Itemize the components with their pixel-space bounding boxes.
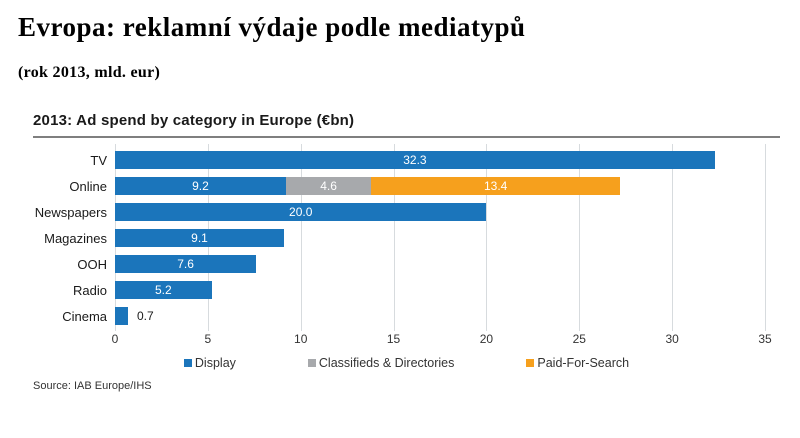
bar-segment-display: 9.2: [115, 177, 286, 195]
bar-row-tv: TV 32.3: [33, 147, 780, 173]
bar-row-radio: Radio 5.2: [33, 277, 780, 303]
page-title: Evropa: reklamní výdaje podle mediatypů: [18, 12, 526, 42]
x-tick-label: 25: [572, 332, 586, 346]
category-label: TV: [90, 152, 107, 168]
bar-segment-display: 7.6: [115, 255, 257, 273]
x-tick-label: 30: [665, 332, 679, 346]
bar-track: 5.2: [115, 281, 765, 299]
bar-segment-display: 9.1: [115, 229, 284, 247]
bar-track: 32.3: [115, 151, 765, 169]
bar-segment-display: 32.3: [115, 151, 715, 169]
legend-item-classifieds-directories: Classifieds & Directories: [307, 356, 455, 370]
bar-segment-classifieds-directories: 4.6: [285, 177, 372, 195]
x-tick-label: 15: [386, 332, 401, 346]
source-note: Source: IAB Europe/IHS: [33, 380, 152, 392]
legend-item-display: Display: [183, 356, 236, 370]
bar-segment-display: 5.2: [115, 281, 212, 299]
plot-rows: TV 32.3 Online 9.2 4.6 13.4 Newspapers 20.0 Maga…: [33, 147, 780, 329]
page-subtitle: (rok 2013, mld. eur): [18, 64, 161, 81]
bar-row-magazines: Magazines 9.1: [33, 225, 780, 251]
value-label: 4.6: [320, 179, 337, 193]
x-axis: 0 5 10 15 20 25 30 35: [111, 329, 772, 347]
legend: Display Classifieds & Directories Paid-For…: [33, 355, 780, 371]
bar-row-newspapers: Newspapers 20.0: [33, 199, 780, 225]
bar-row-online: Online 9.2 4.6 13.4: [33, 173, 780, 199]
legend-label: Paid-For-Search: [537, 356, 630, 370]
legend-label: Display: [194, 356, 236, 370]
plot-area: TV 32.3 Online 9.2 4.6 13.4 Newspapers 20.0 Maga…: [33, 144, 780, 347]
bar-segment-display: 20.0: [115, 203, 487, 221]
value-label: 5.2: [154, 283, 172, 297]
category-label: OOH: [77, 256, 107, 272]
x-tick-label: 0: [111, 332, 119, 346]
bar-track: 7.6: [115, 255, 765, 273]
category-label: Online: [69, 178, 107, 194]
value-label: 9.1: [191, 231, 208, 245]
x-tick-label: 35: [758, 332, 772, 346]
value-label: 20.0: [289, 205, 313, 219]
chart-title: 2013: Ad spend by category in Europe (€b…: [33, 112, 780, 138]
bar-segment-paid-for-search: 13.4: [371, 177, 621, 195]
x-tick-label: 20: [479, 332, 494, 346]
value-label: 0.7: [137, 309, 154, 323]
bar-track: 9.2 4.6 13.4: [115, 177, 765, 195]
x-tick-label: 10: [294, 332, 308, 346]
legend-swatch-icon: [526, 359, 535, 367]
value-label: 13.4: [484, 179, 508, 193]
legend-swatch-icon: [183, 359, 192, 367]
x-tick-label: 5: [204, 332, 212, 346]
bar-chart: 2013: Ad spend by category in Europe (€b…: [33, 112, 780, 392]
category-label: Magazines: [44, 230, 107, 246]
bar-track: 20.0: [115, 203, 765, 221]
bar-row-cinema: Cinema 0.7: [33, 303, 780, 329]
value-label: 9.2: [192, 179, 209, 193]
legend-swatch-icon: [307, 359, 316, 367]
value-label: 32.3: [403, 153, 427, 167]
bar-track: 9.1: [115, 229, 765, 247]
value-label: 7.6: [177, 257, 194, 271]
category-label: Newspapers: [34, 204, 107, 220]
legend-item-paid-for-search: Paid-For-Search: [526, 356, 629, 370]
bar-segment-display: [115, 307, 128, 325]
category-label: Cinema: [62, 308, 107, 324]
bar-row-ooh: OOH 7.6: [33, 251, 780, 277]
legend-label: Classifieds & Directories: [318, 356, 455, 370]
category-label: Radio: [73, 282, 107, 298]
bar-track: 0.7: [115, 307, 765, 325]
